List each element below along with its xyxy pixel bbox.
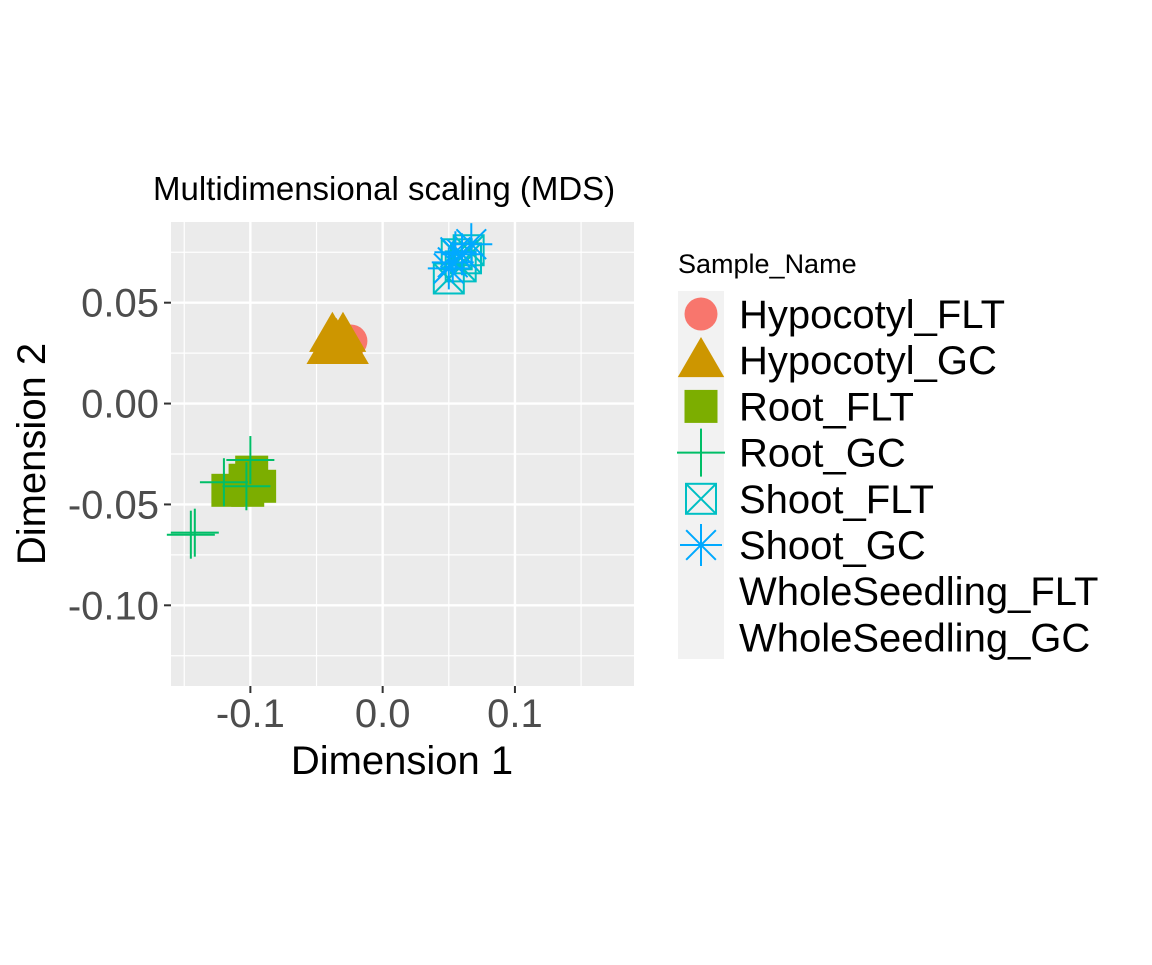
legend-item-root-gc: Root_GC — [677, 428, 906, 477]
legend-label-wholeseedling-gc: WholeSeedling_GC — [739, 616, 1090, 660]
legend-items: Hypocotyl_FLTHypocotyl_GCRoot_FLTRoot_GC… — [677, 293, 1098, 660]
point-hypocotyl-gc — [313, 317, 360, 358]
legend-label-hypocotyl-flt: Hypocotyl_FLT — [739, 293, 1005, 337]
point-root-gc — [226, 436, 275, 485]
point-root-gc — [199, 458, 248, 507]
data-points — [166, 223, 493, 559]
legend-item-hypocotyl-gc: Hypocotyl_GC — [677, 336, 997, 383]
y-tick-label: 0.00 — [81, 383, 159, 427]
x-tick-label: 0.1 — [487, 692, 543, 736]
x-tick-label: -0.1 — [216, 692, 285, 736]
legend-key-root-gc — [677, 428, 725, 477]
legend-item-hypocotyl-flt: Hypocotyl_FLT — [684, 293, 1005, 337]
point-root-gc — [222, 462, 271, 511]
legend-title: Sample_Name — [678, 249, 857, 279]
legend-key-shoot-flt — [685, 482, 717, 515]
legend-item-root-flt: Root_FLT — [684, 385, 914, 429]
legend-item-shoot-flt: Shoot_FLT — [685, 478, 934, 522]
point-root-gc — [170, 508, 219, 557]
y-tick-label: -0.10 — [68, 584, 159, 628]
legend-key-hypocotyl-flt — [684, 297, 718, 331]
axes: -0.1 0.0 0.1 0.05 0.00 -0.05 -0.10 — [68, 282, 543, 736]
legend-label-hypocotyl-gc: Hypocotyl_GC — [739, 339, 997, 383]
legend-label-root-flt: Root_FLT — [739, 385, 914, 429]
chart-title: Multidimensional scaling (MDS) — [153, 170, 615, 207]
x-tick-label: 0.0 — [355, 692, 411, 736]
y-tick-label: 0.05 — [81, 282, 159, 326]
legend-label-shoot-flt: Shoot_FLT — [739, 478, 934, 522]
point-root-gc — [166, 510, 215, 559]
legend-item-wholeseedling-gc: WholeSeedling_GC — [739, 616, 1090, 660]
legend-item-shoot-gc: Shoot_GC — [680, 524, 926, 568]
x-axis-label: Dimension 1 — [291, 739, 513, 783]
point-shoot-gc — [427, 247, 470, 290]
y-tick-label: -0.05 — [68, 483, 159, 527]
legend-label-root-gc: Root_GC — [739, 432, 906, 476]
point-shoot-gc — [434, 231, 477, 274]
y-axis-label: Dimension 2 — [10, 343, 54, 565]
legend-key-root-flt — [684, 389, 718, 423]
legend-label-wholeseedling-flt: WholeSeedling_FLT — [739, 570, 1098, 614]
legend-label-shoot-gc: Shoot_GC — [739, 524, 926, 568]
legend-item-wholeseedling-flt: WholeSeedling_FLT — [739, 570, 1098, 614]
legend: Sample_Name Hypocotyl_FLTHypocotyl_GCRoo… — [677, 249, 1098, 660]
legend-key-shoot-gc — [680, 524, 722, 566]
legend-key-hypocotyl-gc — [677, 336, 725, 378]
